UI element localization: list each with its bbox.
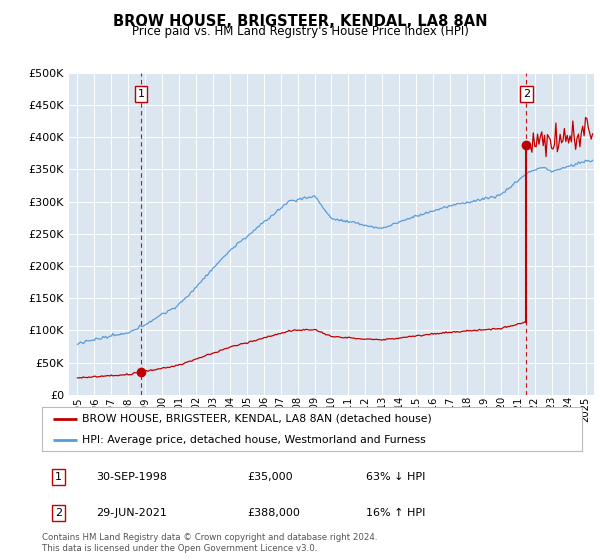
Text: 2: 2 (55, 508, 62, 518)
Text: BROW HOUSE, BRIGSTEER, KENDAL, LA8 8AN: BROW HOUSE, BRIGSTEER, KENDAL, LA8 8AN (113, 14, 487, 29)
Text: 1: 1 (55, 472, 62, 482)
Text: 30-SEP-1998: 30-SEP-1998 (96, 472, 167, 482)
Text: 16% ↑ HPI: 16% ↑ HPI (366, 508, 425, 518)
Text: Contains HM Land Registry data © Crown copyright and database right 2024.
This d: Contains HM Land Registry data © Crown c… (42, 533, 377, 553)
Text: HPI: Average price, detached house, Westmorland and Furness: HPI: Average price, detached house, West… (83, 435, 426, 445)
Text: £388,000: £388,000 (247, 508, 300, 518)
Text: £35,000: £35,000 (247, 472, 293, 482)
Text: 1: 1 (137, 88, 145, 99)
Text: BROW HOUSE, BRIGSTEER, KENDAL, LA8 8AN (detached house): BROW HOUSE, BRIGSTEER, KENDAL, LA8 8AN (… (83, 414, 432, 424)
Text: 2: 2 (523, 88, 530, 99)
Text: 63% ↓ HPI: 63% ↓ HPI (366, 472, 425, 482)
Text: 29-JUN-2021: 29-JUN-2021 (96, 508, 167, 518)
Text: Price paid vs. HM Land Registry's House Price Index (HPI): Price paid vs. HM Land Registry's House … (131, 25, 469, 38)
